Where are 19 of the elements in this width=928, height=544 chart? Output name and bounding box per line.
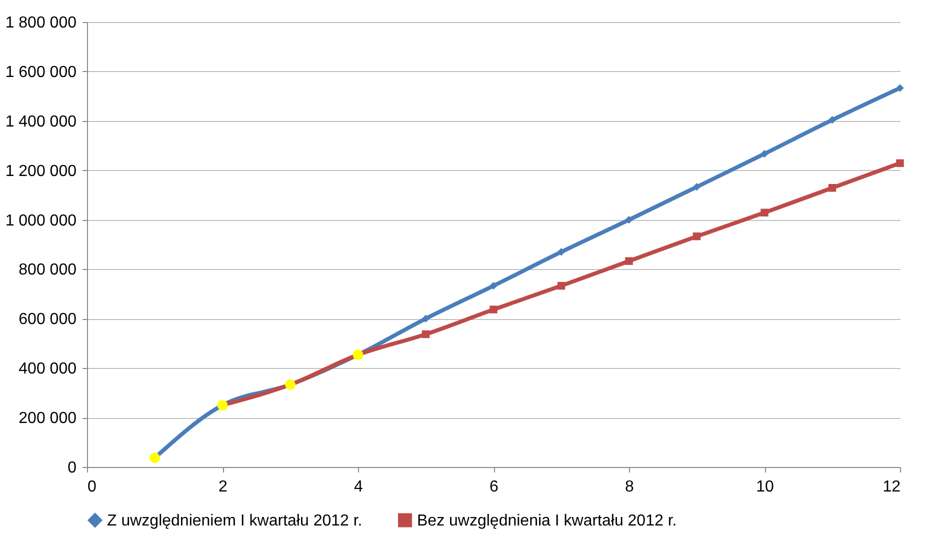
- x-tick-label: 8: [625, 478, 634, 496]
- y-tick-label: 200 000: [18, 410, 77, 428]
- y-tick-label: 1 400 000: [5, 113, 77, 130]
- legend-label: Bez uwzględnienia I kwartału 2012 r.: [417, 512, 677, 530]
- y-tick-label: 1 800 000: [5, 14, 77, 32]
- y-tick-label: 600 000: [18, 311, 77, 328]
- legend-label: Z uwzględnieniem I kwartału 2012 r.: [107, 512, 362, 530]
- y-tick-label: 1 200 000: [5, 162, 77, 180]
- x-tick-label: 2: [218, 478, 228, 496]
- x-tick-label: 12: [882, 478, 901, 496]
- y-tick-label: 0: [68, 460, 77, 476]
- y-tick-label: 800 000: [18, 262, 77, 279]
- x-tick-label: 4: [354, 478, 364, 496]
- x-tick-label: 10: [756, 478, 774, 496]
- y-tick-label: 1 600 000: [5, 64, 77, 81]
- x-tick-label: 0: [88, 478, 96, 496]
- y-tick-label: 400 000: [18, 360, 77, 378]
- x-tick-label: 6: [490, 478, 499, 496]
- y-tick-label: 1 000 000: [5, 212, 77, 230]
